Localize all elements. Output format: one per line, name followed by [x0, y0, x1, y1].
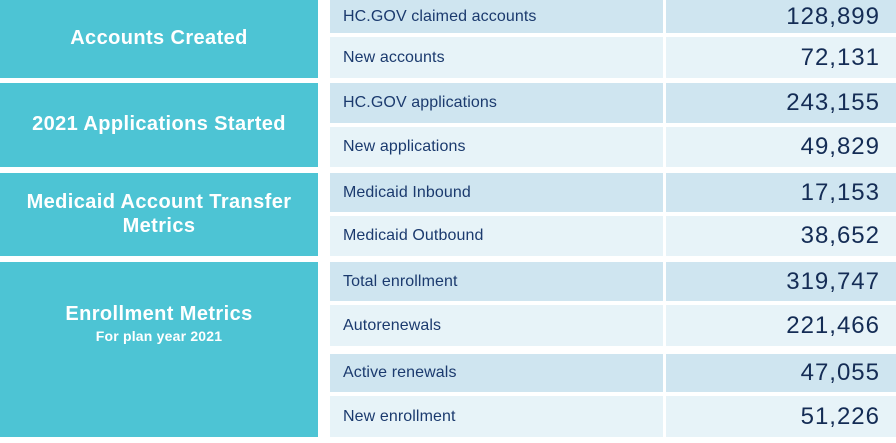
category-subtitle: For plan year 2021: [95, 327, 223, 344]
row-label: Medicaid Outbound: [330, 216, 663, 256]
row-label: New enrollment: [330, 396, 663, 437]
row-label: Total enrollment: [330, 262, 663, 301]
category-cell-accounts-created: Accounts Created: [0, 0, 318, 78]
category-cell-2021-applications-started: 2021 Applications Started: [0, 83, 318, 167]
category-cell-enrollment-metrics: Enrollment Metrics For plan year 2021: [0, 262, 318, 437]
row-value: 38,652: [666, 216, 896, 256]
row-label: HC.GOV claimed accounts: [330, 0, 663, 33]
row-value: 51,226: [666, 396, 896, 437]
row-label: HC.GOV applications: [330, 83, 663, 123]
row-label: Active renewals: [330, 354, 663, 392]
row-label: Medicaid Inbound: [330, 173, 663, 212]
category-cell-medicaid-account-transfer-metrics: Medicaid Account Transfer Metrics: [0, 173, 318, 256]
row-value: 128,899: [666, 0, 896, 33]
row-value: 17,153: [666, 173, 896, 212]
row-value: 221,466: [666, 305, 896, 346]
row-label: Autorenewals: [330, 305, 663, 346]
row-value: 49,829: [666, 127, 896, 167]
category-title: Enrollment Metrics: [65, 302, 253, 325]
row-value: 243,155: [666, 83, 896, 123]
category-title: Medicaid Account Transfer Metrics: [26, 190, 292, 237]
row-value: 72,131: [666, 37, 896, 78]
category-title: 2021 Applications Started: [32, 113, 286, 136]
row-value: 47,055: [666, 354, 896, 392]
row-value: 319,747: [666, 262, 896, 301]
category-title: Accounts Created: [70, 27, 248, 50]
row-label: New accounts: [330, 37, 663, 78]
row-label: New applications: [330, 127, 663, 167]
